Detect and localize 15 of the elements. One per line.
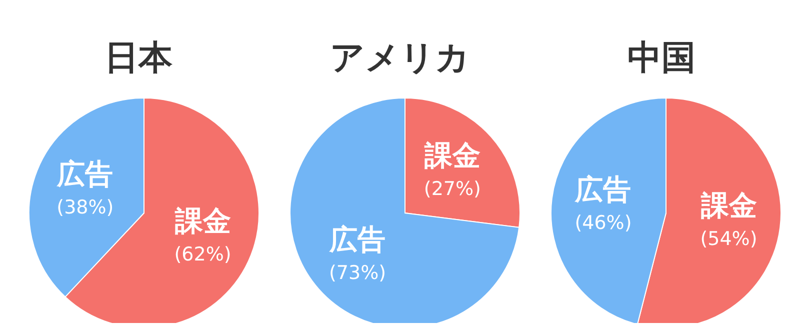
chart-title: 日本: [104, 37, 174, 80]
slice-label: 広告: [328, 222, 386, 256]
slice-label: 課金: [700, 188, 758, 222]
slice-label: 広告: [574, 173, 632, 206]
data-label: (46%): [575, 212, 632, 234]
slice-label: 課金: [173, 204, 230, 238]
chart-title: アメリカ: [328, 37, 471, 80]
data-label: (73%): [329, 262, 386, 284]
chart-title: 中国: [626, 37, 696, 80]
data-label: (62%): [174, 243, 231, 266]
slice-label: 課金: [423, 139, 480, 172]
data-label: (27%): [424, 178, 481, 200]
data-label: (54%): [700, 228, 758, 250]
slice-label: 広告: [56, 158, 113, 191]
data-label: (38%): [56, 196, 114, 219]
